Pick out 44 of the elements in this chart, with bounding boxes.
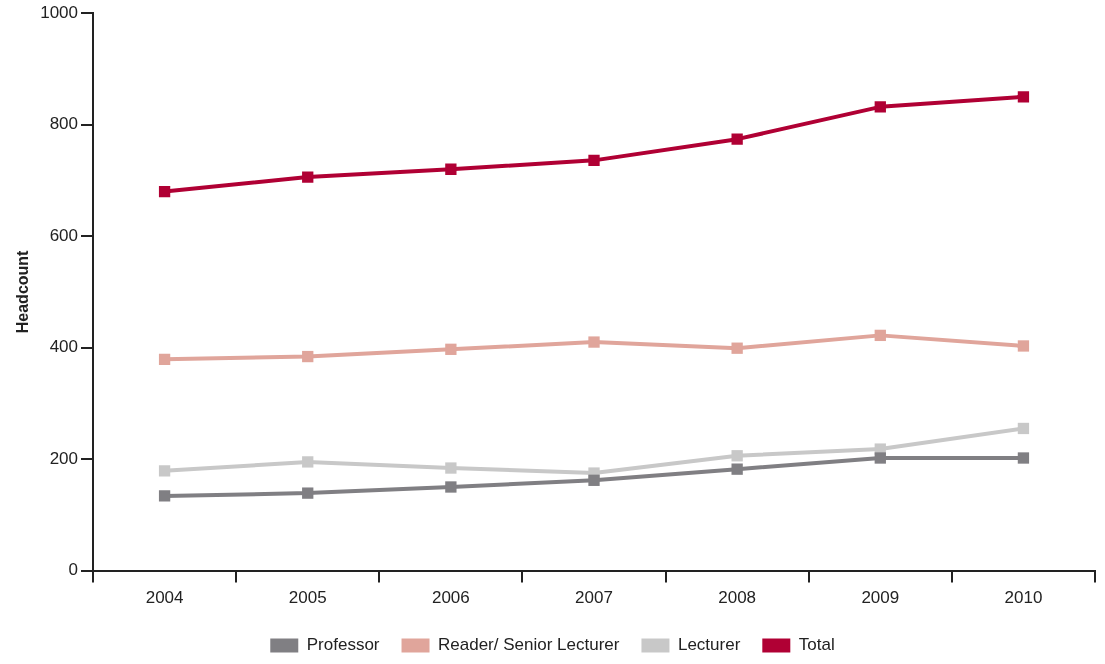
legend-label: Professor <box>306 635 380 655</box>
point <box>731 133 743 145</box>
legend-label: Total <box>798 635 835 655</box>
point <box>1017 91 1030 103</box>
point <box>158 353 171 365</box>
point <box>1017 340 1030 352</box>
point <box>1017 452 1030 464</box>
y-tick-label: 800 <box>49 114 79 134</box>
point <box>302 171 314 183</box>
point <box>302 350 314 363</box>
point <box>1017 422 1030 435</box>
point <box>158 490 171 502</box>
point <box>445 163 457 175</box>
x-tick-label: 2008 <box>718 588 757 608</box>
x-tick-label: 2007 <box>575 588 613 608</box>
point <box>445 481 457 493</box>
point <box>731 463 743 475</box>
y-tick-label: 400 <box>49 337 79 357</box>
point <box>445 462 457 474</box>
legend-label: Lecturer <box>677 635 741 655</box>
x-tick-label: 2009 <box>861 588 900 608</box>
point <box>302 456 314 468</box>
point <box>445 343 457 355</box>
x-tick-label: 2006 <box>431 588 470 608</box>
y-tick-label: 200 <box>49 448 79 468</box>
x-tick-label: 2005 <box>288 588 327 608</box>
point <box>588 154 600 167</box>
point <box>874 101 886 113</box>
point <box>874 452 886 464</box>
point <box>158 185 171 198</box>
point <box>874 329 886 342</box>
y-tick-label: 0 <box>68 560 79 580</box>
point <box>302 487 314 499</box>
x-tick-label: 2004 <box>145 588 184 608</box>
y-tick-label: 600 <box>49 225 79 245</box>
y-axis-title: Headcount <box>14 249 32 334</box>
point <box>731 450 743 462</box>
y-tick-label: 1000 <box>40 2 79 22</box>
point <box>588 474 600 486</box>
point <box>588 336 600 348</box>
x-tick-label: 2010 <box>1004 588 1043 608</box>
legend-label: Reader/ Senior Lecturer <box>438 635 620 655</box>
point <box>731 342 743 354</box>
point <box>158 465 171 477</box>
